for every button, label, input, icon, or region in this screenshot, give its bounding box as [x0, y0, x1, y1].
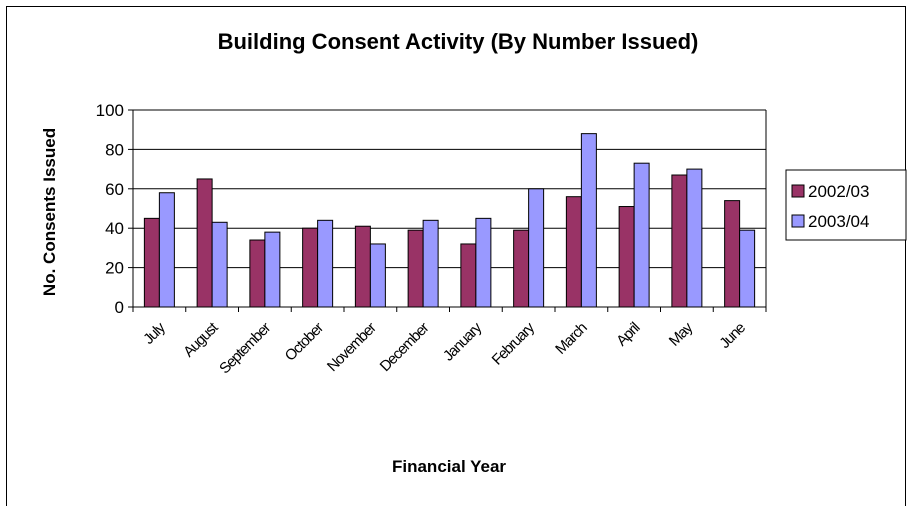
bar-2002-03-may [671, 174, 688, 308]
bar-2002-03-december [407, 229, 424, 308]
chart-frame [6, 6, 906, 506]
x-tick-label: January [440, 319, 486, 365]
x-tick-label: February [489, 319, 539, 369]
y-tick-label: 100 [96, 101, 124, 120]
legend-label: 2003/04 [808, 212, 869, 231]
bar-2002-03-july [143, 217, 160, 308]
bar-2003-04-february [528, 188, 545, 308]
y-tick-label: 0 [115, 298, 124, 317]
bar-2002-03-march [565, 196, 582, 308]
x-tick-label: November [324, 319, 380, 375]
y-tick-label: 40 [105, 219, 124, 238]
x-tick-label: May [666, 319, 697, 350]
x-tick-label: April [613, 319, 643, 349]
chart-title: Building Consent Activity (By Number Iss… [218, 29, 699, 54]
bar-2002-03-september [249, 239, 266, 308]
bar-2003-04-december [422, 219, 439, 308]
bar-2003-04-january [475, 217, 492, 308]
bar-2002-03-august [196, 178, 213, 308]
bar-2003-04-april [633, 162, 650, 308]
bar-2003-04-october [317, 219, 334, 308]
bar-2002-03-june [724, 200, 741, 308]
bar-2003-04-march [580, 133, 597, 308]
y-axis-title: No. Consents Issued [40, 128, 59, 296]
bar-2002-03-february [513, 229, 530, 308]
bar-2003-04-july [158, 192, 175, 308]
y-tick-label: 80 [105, 140, 124, 159]
bar-2002-03-january [460, 243, 477, 308]
legend-swatch [791, 214, 805, 228]
x-tick-label: March [552, 319, 590, 357]
x-tick-label: July [140, 319, 169, 348]
legend-swatch [791, 184, 805, 198]
legend: 2002/03 2003/04 [785, 169, 907, 241]
bar-2003-04-september [264, 231, 281, 308]
bar-2002-03-october [302, 227, 319, 308]
x-tick-label: June [716, 319, 749, 352]
x-tick-label: September [216, 319, 274, 377]
bar-2003-04-june [739, 229, 756, 308]
x-axis-title: Financial Year [392, 457, 506, 476]
y-tick-label: 60 [105, 180, 124, 199]
bar-2002-03-april [618, 206, 635, 308]
x-tick-label: August [180, 319, 222, 361]
bar-2003-04-august [211, 221, 228, 308]
x-tick-label: October [282, 319, 328, 365]
bar-2003-04-november [369, 243, 386, 308]
x-tick-label: December [377, 319, 433, 375]
y-tick-label: 20 [105, 259, 124, 278]
legend-label: 2002/03 [808, 182, 869, 201]
bar-2003-04-may [686, 168, 703, 308]
bar-2002-03-november [354, 225, 371, 308]
legend-box [785, 169, 907, 241]
